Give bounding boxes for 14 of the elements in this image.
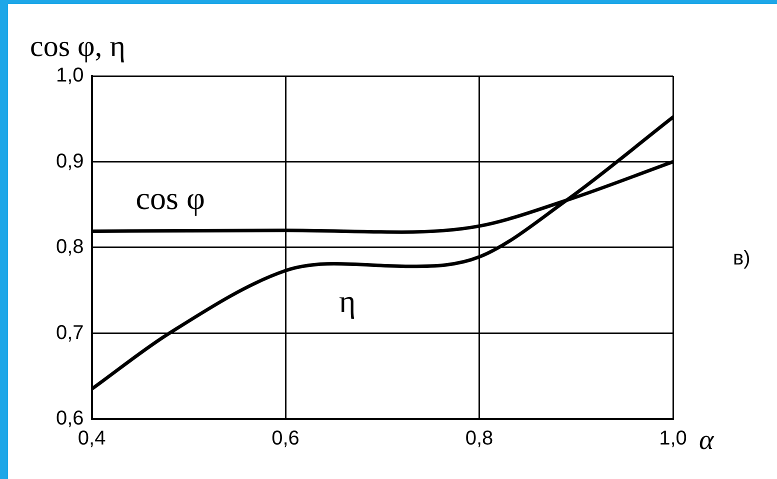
y-tick-label: 0,6	[56, 408, 84, 430]
x-tick-label: 0,4	[78, 428, 106, 450]
y-tick-label: 1,0	[56, 64, 84, 87]
x-tick-label: 0,6	[272, 428, 300, 450]
y-axis-title: cos φ, η	[30, 30, 126, 63]
x-tick-label: 1,0	[659, 428, 687, 450]
y-tick-label: 0,9	[56, 150, 84, 172]
x-tick-label: 0,8	[465, 428, 494, 450]
y-tick-label: 0,7	[56, 322, 84, 344]
series-label: cos φ	[136, 180, 205, 216]
text: в)	[733, 248, 750, 270]
series-label: η	[338, 282, 356, 319]
y-tick-label: 0,8	[56, 236, 84, 258]
x-axis-title: α	[699, 425, 715, 456]
